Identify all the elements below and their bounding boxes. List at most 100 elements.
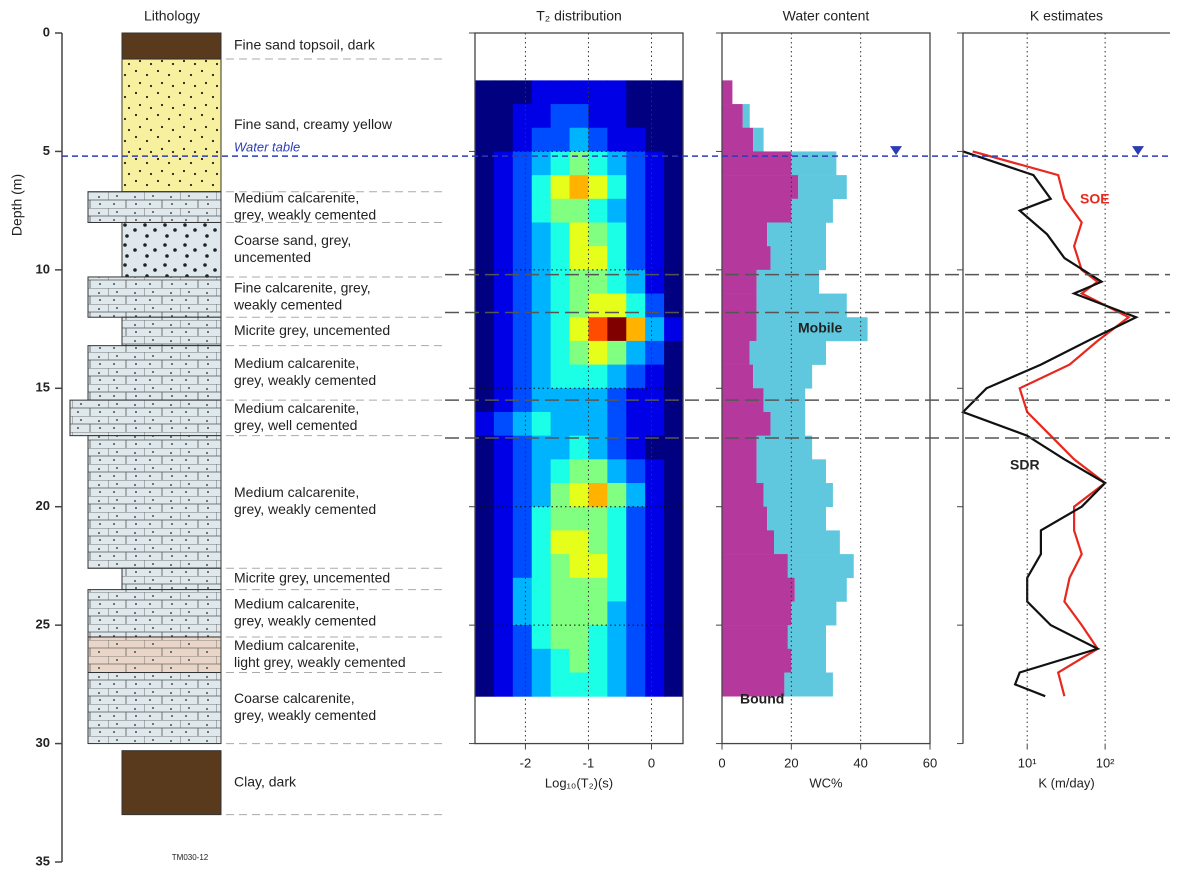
heatmap-cell — [588, 175, 607, 199]
heatmap-cell — [645, 625, 664, 649]
depth-tick-label: 25 — [36, 617, 50, 632]
heatmap-cell — [588, 483, 607, 507]
wc-bar — [757, 294, 847, 318]
heatmap-cell — [494, 649, 513, 673]
heatmap-cell — [626, 294, 645, 318]
lithology-label: grey, weakly cemented — [234, 613, 376, 629]
lithology-label: grey, weakly cemented — [234, 707, 376, 723]
heatmap-cell — [475, 151, 494, 175]
heatmap-cell — [551, 104, 570, 128]
heatmap-cell — [626, 625, 645, 649]
x-tick-label: -2 — [520, 755, 532, 770]
heatmap-cell — [645, 151, 664, 175]
heatmap-cell — [475, 80, 494, 104]
lithology-label: weakly cemented — [233, 296, 342, 312]
heatmap-cell — [645, 175, 664, 199]
heatmap-cell — [570, 128, 589, 152]
heatmap-cell — [645, 104, 664, 128]
x-tick-label: 10² — [1096, 755, 1115, 770]
heatmap-cell — [551, 246, 570, 270]
heatmap-cell — [607, 128, 626, 152]
heatmap-cell — [645, 530, 664, 554]
heatmap-cell — [475, 341, 494, 365]
heatmap-cell — [513, 80, 532, 104]
heatmap-cell — [532, 151, 551, 175]
panel-title: Water content — [783, 8, 870, 24]
wc-bar — [722, 507, 767, 531]
heatmap-cell — [664, 483, 683, 507]
heatmap-cell — [645, 601, 664, 625]
heatmap-cell — [645, 578, 664, 602]
wc-bar — [791, 649, 826, 673]
heatmap-cell — [551, 270, 570, 294]
heatmap-cell — [645, 270, 664, 294]
heatmap-cell — [494, 578, 513, 602]
heatmap-cell — [588, 222, 607, 246]
wc-bar — [757, 270, 819, 294]
lithology-label: light grey, weakly cemented — [234, 654, 406, 670]
heatmap-cell — [513, 578, 532, 602]
heatmap-cell — [607, 601, 626, 625]
heatmap-cell — [570, 199, 589, 223]
depth-tick-label: 35 — [36, 853, 50, 868]
heatmap-cell — [551, 80, 570, 104]
heatmap-cell — [607, 104, 626, 128]
heatmap-cell — [494, 246, 513, 270]
wc-bar — [753, 365, 812, 389]
wc-bar — [757, 436, 812, 460]
wc-bar — [774, 530, 840, 554]
heatmap-cell — [588, 554, 607, 578]
depth-tick-label: 15 — [36, 380, 50, 395]
heatmap-cell — [551, 625, 570, 649]
heatmap-cell — [475, 246, 494, 270]
heatmap-cell — [570, 175, 589, 199]
heatmap-cell — [513, 554, 532, 578]
heatmap-cell — [588, 601, 607, 625]
heatmap-cell — [570, 317, 589, 341]
heatmap-cell — [570, 104, 589, 128]
heatmap-cell — [664, 436, 683, 460]
heatmap-cell — [551, 554, 570, 578]
heatmap-cell — [607, 199, 626, 223]
heatmap-cell — [532, 530, 551, 554]
heatmap-cell — [532, 175, 551, 199]
heatmap-cell — [626, 104, 645, 128]
wc-bar — [753, 128, 763, 152]
heatmap-cell — [475, 317, 494, 341]
wc-bar — [791, 151, 836, 175]
lithology-label: Medium calcarenite, — [234, 596, 359, 612]
heatmap-cell — [664, 554, 683, 578]
heatmap-cell — [645, 507, 664, 531]
heatmap-cell — [664, 507, 683, 531]
heatmap-cell — [551, 222, 570, 246]
heatmap-cell — [513, 365, 532, 389]
heatmap-cell — [645, 649, 664, 673]
heatmap-cell — [588, 270, 607, 294]
heatmap-cell — [626, 175, 645, 199]
heatmap-cell — [626, 530, 645, 554]
heatmap-cell — [607, 365, 626, 389]
heatmap-cell — [570, 483, 589, 507]
heatmap-cell — [607, 246, 626, 270]
heatmap-cell — [513, 104, 532, 128]
heatmap-cell — [532, 270, 551, 294]
heatmap-cell — [532, 412, 551, 436]
x-axis-label: WC% — [809, 775, 843, 790]
heatmap-cell — [513, 341, 532, 365]
wc-bar — [722, 530, 774, 554]
heatmap-cell — [626, 507, 645, 531]
lithology-label: Micrite grey, uncemented — [234, 570, 390, 586]
heatmap-cell — [532, 246, 551, 270]
wc-bar — [722, 365, 753, 389]
heatmap-cell — [588, 507, 607, 531]
lithology-layer — [122, 222, 221, 276]
heatmap-cell — [570, 341, 589, 365]
heatmap-cell — [513, 412, 532, 436]
wc-bar — [784, 673, 833, 697]
heatmap-cell — [607, 294, 626, 318]
heatmap-cell — [475, 578, 494, 602]
heatmap-cell — [494, 151, 513, 175]
lithology-label: grey, weakly cemented — [234, 501, 376, 517]
heatmap-cell — [588, 199, 607, 223]
heatmap-cell — [551, 317, 570, 341]
